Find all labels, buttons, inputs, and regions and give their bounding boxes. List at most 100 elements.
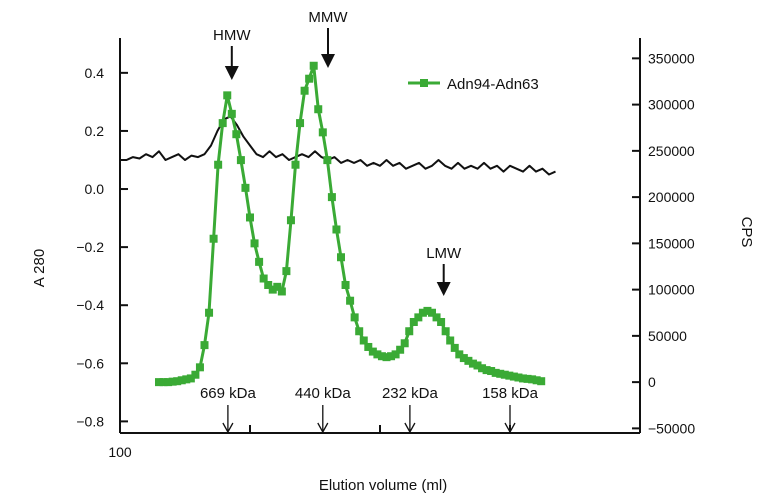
standard-arrow-head xyxy=(317,422,329,434)
adn94-adn63-point xyxy=(246,213,254,222)
left-tick-label: 0.4 xyxy=(85,65,105,81)
right-tick-label: −50000 xyxy=(648,420,695,436)
right-tick-label: 350000 xyxy=(648,50,695,66)
adn94-adn63-point xyxy=(273,282,282,291)
adn94-adn63-point xyxy=(409,317,418,326)
adn94-adn63-point xyxy=(350,313,359,322)
adn94-adn63-point xyxy=(286,216,295,225)
adn94-adn63-point xyxy=(250,239,259,248)
adn94-adn63-point xyxy=(368,347,377,356)
adn94-adn63-point xyxy=(323,156,332,165)
adn94-adn63-point xyxy=(346,296,355,305)
adn94-adn63-point xyxy=(223,91,232,100)
adn94-adn63-point xyxy=(532,376,541,385)
adn94-adn63-point xyxy=(291,160,300,169)
adn94-adn63-point xyxy=(337,253,345,262)
adn94-adn63-point xyxy=(305,74,314,83)
adn94-adn63-point xyxy=(487,367,496,376)
adn94-adn63-point xyxy=(205,308,214,317)
left-tick-label: 0.2 xyxy=(85,123,105,139)
peak-label: LMW xyxy=(426,245,462,262)
left-tick-label: −0.2 xyxy=(76,239,104,255)
left-axis-title: A 280 xyxy=(31,249,48,287)
adn94-adn63-point xyxy=(423,306,432,315)
adn94-adn63-point xyxy=(282,267,291,276)
left-tick-label: −0.4 xyxy=(76,297,104,313)
left-tick-label: −0.8 xyxy=(76,413,104,429)
adn94-adn63-point xyxy=(459,354,468,363)
adn94-adn63-point xyxy=(218,119,227,128)
x-axis-title: Elution volume (ml) xyxy=(319,477,447,494)
adn94-adn63-point xyxy=(341,280,350,289)
standard-arrow-head xyxy=(222,422,234,434)
legend-label: Adn94-Adn63 xyxy=(447,76,539,93)
adn94-adn63-point xyxy=(309,61,318,70)
right-tick-label: 150000 xyxy=(648,235,695,251)
adn94-adn63-point xyxy=(168,377,177,386)
adn94-adn63-point xyxy=(200,341,209,350)
adn94-adn63-point xyxy=(264,280,273,289)
adn94-adn63-point xyxy=(259,274,268,283)
peak-arrow-head xyxy=(224,66,239,80)
adn94-adn63-point xyxy=(277,287,286,296)
adn94-adn63-point xyxy=(159,378,168,387)
adn94-adn63-point xyxy=(377,352,386,361)
adn94-adn63-point xyxy=(387,352,396,361)
adn94-adn63-point xyxy=(364,342,373,351)
adn94-adn63-point xyxy=(519,374,527,383)
adn94-adn63-point xyxy=(382,353,391,362)
adn94-adn63-point xyxy=(500,370,509,379)
peak-arrow-head xyxy=(436,282,451,296)
a280-series xyxy=(120,115,556,176)
adn94-adn63-point xyxy=(186,374,195,383)
peak-arrow-head xyxy=(321,54,335,68)
adn94-adn63-point xyxy=(478,364,487,373)
adn94-adn63-point xyxy=(473,361,482,370)
adn94-adn63-point xyxy=(155,378,163,387)
right-tick-label: 50000 xyxy=(648,328,687,344)
adn94-adn63-point xyxy=(405,327,414,336)
left-tick-label: −0.6 xyxy=(76,355,104,371)
adn94-adn63-point xyxy=(227,109,236,118)
adn94-adn63-point xyxy=(241,183,250,192)
adn94-adn63-point xyxy=(332,225,341,234)
left-tick-label: 0.0 xyxy=(85,181,105,197)
adn94-adn63-point xyxy=(523,374,532,383)
adn94-adn63-point xyxy=(195,363,204,372)
adn94-adn63-point xyxy=(296,119,305,128)
adn94-adn63-point xyxy=(468,359,477,368)
right-tick-label: 100000 xyxy=(648,282,695,298)
adn94-adn63-point xyxy=(450,343,459,352)
adn94-adn63-point xyxy=(314,105,323,114)
adn94-adn63-point xyxy=(214,160,223,169)
legend: Adn94-Adn63 xyxy=(408,76,539,93)
adn94-adn63-point xyxy=(396,345,405,354)
adn94-adn63-point xyxy=(191,370,200,379)
adn94-adn63-point xyxy=(418,308,427,317)
adn94-adn63-point xyxy=(505,371,514,380)
adn94-adn63-point xyxy=(432,313,441,322)
adn94-adn63-point xyxy=(428,308,436,317)
adn94-adn63-point xyxy=(482,366,491,375)
adn94-adn63-point xyxy=(373,350,382,359)
standard-label: 158 kDa xyxy=(482,385,539,402)
standard-arrow-head xyxy=(504,422,516,434)
adn94-adn63-point xyxy=(537,377,546,386)
adn94-adn63-point xyxy=(300,86,309,95)
adn94-adn63-point xyxy=(255,257,264,266)
standard-label: 232 kDa xyxy=(382,385,439,402)
right-tick-label: 200000 xyxy=(648,189,695,205)
right-tick-label: 0 xyxy=(648,374,656,390)
adn94-adn63-point xyxy=(437,317,446,326)
adn94-adn63-point xyxy=(441,327,450,336)
adn94-adn63-point xyxy=(400,339,409,348)
peak-label: HMW xyxy=(213,27,251,44)
adn94-adn63-point xyxy=(177,376,186,385)
adn94-adn63-point xyxy=(528,375,537,384)
adn94-adn63-point xyxy=(414,313,423,322)
adn94-adn63-point xyxy=(318,128,327,137)
right-tick-label: 300000 xyxy=(648,97,695,113)
right-tick-label: 250000 xyxy=(648,143,695,159)
adn94-adn63-point xyxy=(509,372,518,381)
